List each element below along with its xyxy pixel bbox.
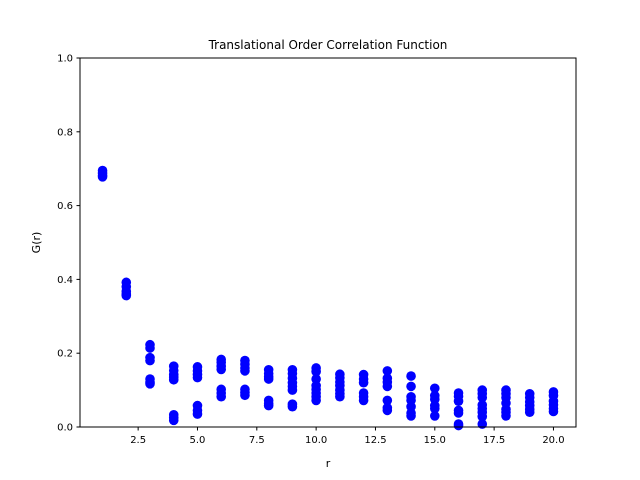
x-axis-label: r [326, 457, 331, 470]
data-point-37 [216, 391, 227, 402]
data-point-62 [311, 374, 321, 384]
data-point-59 [287, 401, 298, 412]
x-tick-label-2: 7.5 [249, 435, 265, 446]
data-point-100 [429, 411, 440, 421]
x-tick-label-4: 12.5 [364, 435, 386, 446]
plot-frame [79, 57, 577, 428]
x-tick-label-0: 2.5 [130, 435, 146, 446]
y-tick-label-0: 0.0 [57, 423, 73, 434]
y-tick-label-1: 0.2 [57, 349, 73, 360]
data-point-27 [192, 372, 203, 383]
data-point-23 [168, 415, 179, 426]
data-point-74 [335, 391, 345, 402]
data-point-8 [121, 290, 132, 301]
data-point-77 [358, 377, 369, 388]
data-point-80 [358, 395, 369, 406]
data-point-128 [524, 407, 535, 418]
data-point-48 [263, 374, 274, 384]
data-point-67 [311, 395, 321, 406]
data-point-41 [240, 366, 250, 376]
data-points [97, 165, 559, 431]
data-point-20 [168, 374, 179, 385]
data-point-3 [97, 172, 108, 182]
data-point-61 [311, 366, 321, 377]
data-point-122 [501, 411, 511, 421]
data-point-99 [429, 403, 440, 414]
data-point-87 [382, 405, 393, 416]
x-tick-label-6: 17.5 [483, 435, 505, 446]
data-point-84 [382, 381, 393, 392]
data-point-95 [429, 383, 440, 394]
data-point-34 [216, 364, 227, 375]
data-point-94 [406, 411, 416, 421]
data-point-114 [477, 411, 488, 422]
x-tick-label-3: 10.0 [305, 435, 327, 446]
x-tick-label-5: 15.0 [424, 435, 446, 446]
data-point-12 [145, 355, 155, 366]
data-point-89 [406, 381, 416, 392]
x-tick-label-1: 5.0 [190, 435, 206, 446]
y-tick-label-3: 0.6 [57, 201, 73, 212]
x-axis-ticks: 2.5 5.0 7.5 10.0 12.5 15.0 17.5 20.0 [130, 427, 565, 446]
y-tick-label-4: 0.8 [57, 127, 73, 138]
data-point-15 [145, 379, 155, 389]
y-tick-label-2: 0.4 [57, 275, 73, 286]
data-point-103 [453, 396, 464, 406]
data-point-44 [240, 390, 250, 401]
y-tick-label-5: 1.0 [57, 54, 73, 65]
data-point-107 [453, 420, 464, 431]
data-point-134 [548, 406, 559, 417]
data-point-115 [477, 419, 488, 429]
y-axis-ticks: 0.0 0.2 0.4 0.6 0.8 1.0 [57, 54, 80, 434]
data-point-105 [453, 408, 464, 418]
x-tick-label-7: 20.0 [542, 435, 564, 446]
data-point-57 [287, 385, 298, 395]
y-axis-label: G(r) [30, 232, 43, 254]
data-point-88 [406, 371, 416, 381]
data-point-10 [145, 343, 155, 353]
chart-title: Translational Order Correlation Function [208, 38, 448, 52]
data-point-81 [382, 366, 393, 376]
data-point-85 [382, 395, 393, 406]
data-point-51 [263, 400, 274, 411]
data-point-110 [477, 392, 488, 403]
data-point-30 [192, 409, 203, 419]
